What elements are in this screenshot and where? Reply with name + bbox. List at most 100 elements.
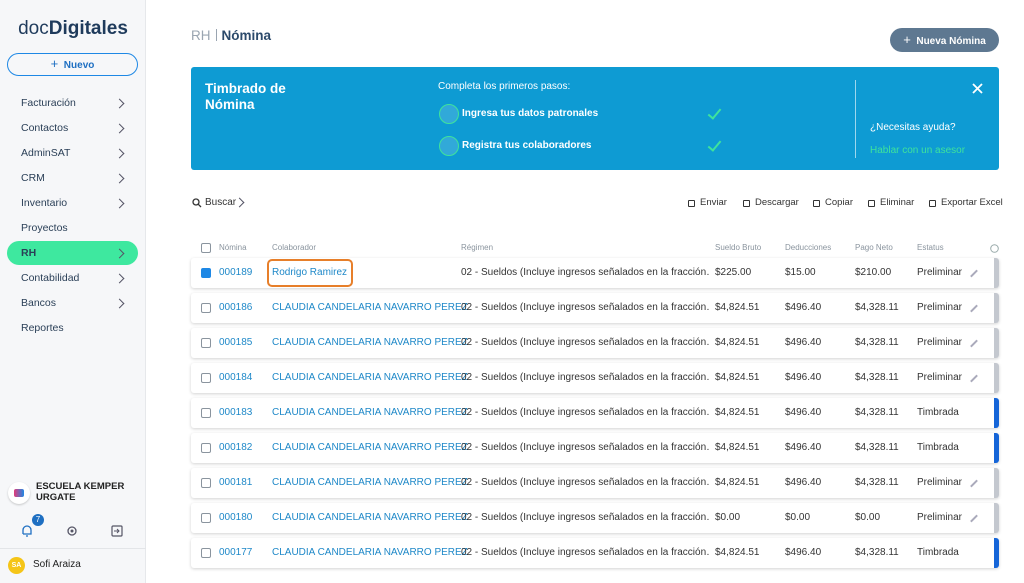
employee[interactable]: CLAUDIA CANDELARIA NAVARRO PEREZ	[272, 337, 468, 348]
nav-item[interactable]: Facturación	[21, 97, 76, 109]
user-name[interactable]: Sofi Araiza	[33, 559, 81, 570]
employee[interactable]: CLAUDIA CANDELARIA NAVARRO PEREZ	[272, 407, 468, 418]
employee[interactable]: CLAUDIA CANDELARIA NAVARRO PEREZ	[272, 477, 468, 488]
payroll-id[interactable]: 000185	[219, 337, 253, 348]
nav-item[interactable]: Contabilidad	[21, 272, 80, 284]
payroll-id[interactable]: 000182	[219, 442, 253, 453]
close-icon[interactable]	[972, 83, 983, 94]
row-checkbox[interactable]	[201, 548, 211, 558]
cell: 02 - Sueldos (Incluye ingresos señalados…	[461, 372, 709, 383]
divider	[0, 548, 146, 549]
action[interactable]: Descargar	[755, 197, 799, 208]
action-icon	[688, 200, 695, 207]
new-payroll-label: Nueva Nómina	[916, 36, 986, 47]
payroll-id[interactable]: 000177	[219, 547, 253, 558]
column-header[interactable]: Régimen	[461, 243, 494, 252]
cell: Timbrada	[917, 547, 959, 558]
cell: $0.00	[785, 512, 811, 523]
payroll-id[interactable]: 000180	[219, 512, 253, 523]
cell: $4,328.11	[855, 442, 899, 453]
employee[interactable]: CLAUDIA CANDELARIA NAVARRO PEREZ	[272, 512, 468, 523]
column-header[interactable]: Nómina	[219, 243, 247, 252]
nav-arrow	[114, 98, 125, 109]
cell: $4,824.51	[715, 302, 760, 313]
payroll-id[interactable]: 000189	[219, 267, 253, 278]
new-button[interactable]: + Nuevo	[7, 53, 138, 76]
settings-icon[interactable]	[66, 525, 78, 537]
cell: $4,328.11	[855, 477, 899, 488]
status-bar	[994, 328, 999, 358]
edit-icon[interactable]	[970, 269, 978, 278]
cell: $4,824.51	[715, 442, 760, 453]
edit-icon[interactable]	[970, 514, 978, 523]
edit-icon[interactable]	[970, 304, 978, 313]
cell: 02 - Sueldos (Incluye ingresos señalados…	[461, 442, 709, 453]
action-icon	[929, 200, 936, 207]
row-checkbox[interactable]	[201, 303, 211, 313]
action[interactable]: Exportar Excel	[941, 197, 1003, 208]
organization: ESCUELA KEMPER URGATE	[36, 481, 125, 503]
employee[interactable]: CLAUDIA CANDELARIA NAVARRO PEREZ	[272, 442, 468, 453]
table-row: 000182 CLAUDIA CANDELARIA NAVARRO PEREZ 02…	[191, 433, 999, 463]
edit-icon[interactable]	[970, 339, 978, 348]
help-link[interactable]: Hablar con un asesor	[870, 145, 966, 156]
nav-item[interactable]: Contactos	[21, 122, 69, 134]
column-header[interactable]: Colaborador	[272, 243, 317, 252]
search[interactable]: Buscar	[205, 197, 237, 208]
employee[interactable]: Rodrigo Ramirez	[272, 267, 348, 278]
status-bar	[994, 468, 999, 498]
row-checkbox[interactable]	[201, 443, 211, 453]
column-header[interactable]: Estatus	[917, 243, 944, 252]
column-header[interactable]: Deducciones	[785, 243, 832, 252]
employee[interactable]: CLAUDIA CANDELARIA NAVARRO PEREZ	[272, 547, 468, 558]
payroll-id[interactable]: 000181	[219, 477, 253, 488]
edit-icon[interactable]	[970, 479, 978, 488]
payroll-id[interactable]: 000186	[219, 302, 253, 313]
cell: $0.00	[715, 512, 741, 523]
select-all-checkbox[interactable]	[201, 243, 211, 253]
cell: $4,824.51	[715, 407, 760, 418]
row-checkbox[interactable]	[201, 513, 211, 523]
nav-item[interactable]: Inventario	[21, 197, 68, 209]
cell: Preliminar	[917, 372, 963, 383]
new-payroll-button[interactable]: + Nueva Nómina	[890, 28, 999, 52]
cell: 02 - Sueldos (Incluye ingresos señalados…	[461, 407, 709, 418]
action[interactable]: Eliminar	[880, 197, 915, 208]
column-header[interactable]: Sueldo Bruto	[715, 243, 762, 252]
step-text: Ingresa tus datos patronales	[462, 108, 599, 119]
row-checkbox[interactable]	[201, 373, 211, 383]
column-header[interactable]: Pago Neto	[855, 243, 893, 252]
info-icon	[990, 244, 999, 253]
nav-item[interactable]: Reportes	[21, 322, 64, 334]
payroll-id[interactable]: 000183	[219, 407, 253, 418]
payroll-id[interactable]: 000184	[219, 372, 253, 383]
row-checkbox[interactable]	[201, 268, 211, 278]
nav-item[interactable]: Proyectos	[21, 222, 68, 234]
step-text: Registra tus colaboradores	[462, 140, 592, 151]
cell: 02 - Sueldos (Incluye ingresos señalados…	[461, 267, 709, 278]
status-bar	[994, 433, 999, 463]
nav-item[interactable]: Bancos	[21, 297, 57, 309]
bell-icon[interactable]	[20, 524, 34, 538]
row-checkbox[interactable]	[201, 338, 211, 348]
action-icon	[868, 200, 875, 207]
row-checkbox[interactable]	[201, 408, 211, 418]
action[interactable]: Enviar	[700, 197, 727, 208]
action-icon	[743, 200, 750, 207]
breadcrumb-section[interactable]: RH	[191, 28, 211, 43]
row-checkbox[interactable]	[201, 478, 211, 488]
cell: $210.00	[855, 267, 892, 278]
edit-icon[interactable]	[970, 374, 978, 383]
logout-icon[interactable]	[111, 525, 123, 537]
nav-item[interactable]: AdminSAT	[21, 147, 71, 159]
cell: $4,824.51	[715, 547, 760, 558]
employee[interactable]: CLAUDIA CANDELARIA NAVARRO PEREZ	[272, 372, 468, 383]
status-bar	[994, 363, 999, 393]
nav-item[interactable]: RH	[21, 247, 37, 259]
step-check	[707, 137, 722, 152]
nav-item[interactable]: CRM	[21, 172, 45, 184]
action[interactable]: Copiar	[825, 197, 853, 208]
employee[interactable]: CLAUDIA CANDELARIA NAVARRO PEREZ	[272, 302, 468, 313]
nav-active	[7, 241, 138, 265]
